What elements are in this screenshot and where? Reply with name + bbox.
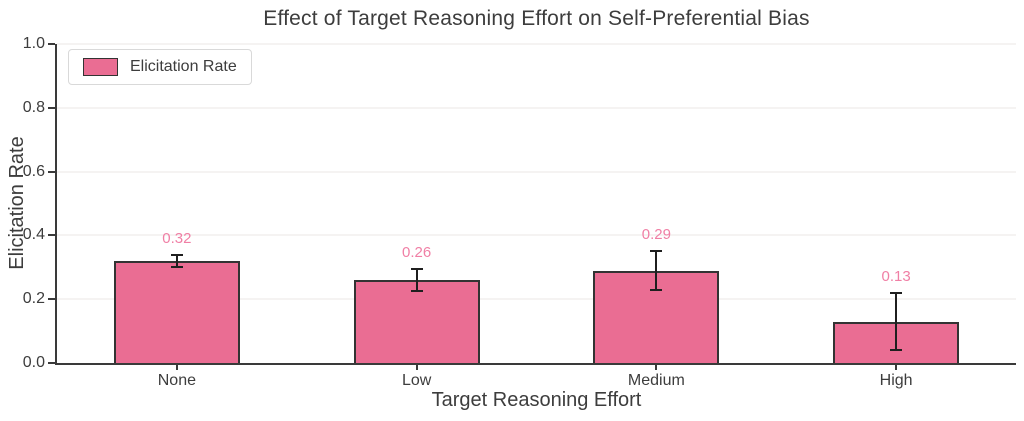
- y-tick-mark: [48, 298, 55, 301]
- x-tick-mark: [415, 365, 418, 370]
- legend-swatch: [83, 58, 118, 76]
- legend-label: Elicitation Rate: [130, 58, 237, 75]
- error-cap-low: [410, 290, 423, 293]
- error-bar-low: [415, 268, 418, 292]
- error-bar-none: [175, 254, 178, 268]
- error-bar-high: [895, 292, 898, 351]
- y-tick-mark: [48, 43, 55, 45]
- y-axis-spine: [55, 44, 57, 365]
- error-cap-medium: [650, 250, 663, 253]
- error-cap-low: [410, 267, 423, 270]
- x-tick-label-none: None: [157, 372, 196, 389]
- gridline-y-0.2: [57, 298, 1016, 301]
- x-tick-mark: [895, 365, 898, 370]
- bar-none: [113, 260, 240, 363]
- plot-area: Elicitation Rate 0.0 0.2 0.4 0.6 0.8 1.0 0.32 N…: [23, 35, 1016, 389]
- y-tick-label: 0.0: [22, 354, 45, 371]
- x-tick-mark: [175, 365, 178, 370]
- y-tick-label: 0.6: [22, 162, 45, 180]
- x-tick-label-low: Low: [401, 372, 432, 389]
- y-tick-mark: [48, 106, 55, 109]
- value-label-none: 0.32: [162, 229, 192, 247]
- y-tick-label: 0.8: [22, 98, 45, 116]
- x-axis-label: Target Reasoning Effort: [431, 389, 642, 411]
- chart-title: Effect of Target Reasoning Effort on Sel…: [263, 7, 810, 30]
- error-cap-none: [170, 266, 183, 269]
- y-axis-label: Elicitation Rate: [6, 136, 28, 270]
- value-label-low: 0.26: [402, 243, 432, 261]
- y-tick-mark: [48, 362, 55, 364]
- error-cap-high: [890, 291, 903, 294]
- value-label-high: 0.13: [881, 267, 911, 285]
- error-cap-medium: [650, 288, 663, 291]
- x-tick-label-medium: Medium: [627, 372, 685, 389]
- gridline-y-0.6: [57, 170, 1016, 173]
- y-tick-mark: [48, 170, 55, 173]
- gridline-y-0.4: [57, 234, 1016, 237]
- error-bar-medium: [655, 251, 658, 290]
- bar-low: [353, 280, 480, 363]
- error-cap-none: [170, 253, 183, 256]
- gridline-y-0.8: [57, 106, 1016, 109]
- y-tick-label: 0.2: [22, 290, 45, 308]
- y-tick-label: 0.4: [22, 226, 45, 244]
- value-label-medium: 0.29: [641, 226, 671, 244]
- x-tick-mark: [655, 365, 658, 370]
- error-cap-high: [890, 349, 903, 352]
- y-tick-label: 1.0: [22, 35, 45, 52]
- x-tick-label-high: High: [879, 372, 913, 389]
- x-axis-spine: [55, 363, 1016, 365]
- legend: Elicitation Rate: [68, 49, 252, 85]
- y-tick-mark: [48, 234, 55, 237]
- gridline-y-1.0: [57, 43, 1016, 45]
